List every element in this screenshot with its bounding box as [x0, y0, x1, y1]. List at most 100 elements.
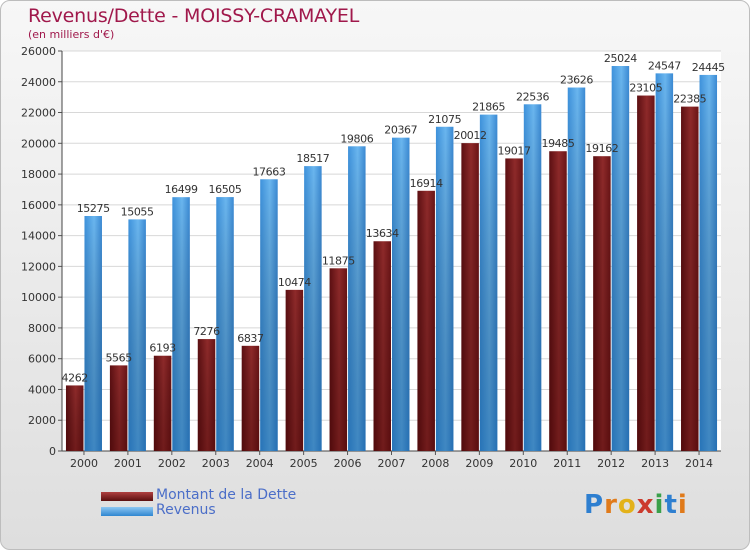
data-label-debt: 23105 [629, 82, 662, 95]
data-label-revenue: 22536 [516, 90, 549, 103]
bar-debt-shade [593, 156, 611, 451]
data-label-debt: 19017 [498, 144, 531, 157]
x-tick-label: 2008 [421, 457, 449, 470]
y-tick-label: 14000 [21, 230, 56, 243]
data-label-debt: 19162 [585, 142, 618, 155]
y-tick-label: 26000 [21, 45, 56, 58]
logo-letter: t [664, 490, 678, 520]
data-label-revenue: 21865 [472, 101, 505, 114]
x-tick-label: 2003 [202, 457, 230, 470]
bar-revenue-shade [567, 87, 586, 452]
data-label-debt: 11875 [322, 254, 355, 267]
data-label-debt: 7276 [193, 325, 220, 338]
y-tick-label: 12000 [21, 260, 56, 273]
bar-debt-shade [637, 95, 655, 452]
x-tick-label: 2001 [114, 457, 142, 470]
y-tick-label: 2000 [28, 414, 56, 427]
y-tick-label: 10000 [21, 291, 56, 304]
bar-revenue-shade [479, 114, 498, 451]
data-label-debt: 5565 [105, 351, 132, 364]
y-tick-label: 4000 [28, 383, 56, 396]
data-label-debt: 20012 [454, 129, 487, 142]
legend-label-debt: Montant de la Dette [156, 487, 297, 503]
data-label-revenue: 18517 [296, 152, 329, 165]
data-label-debt: 6193 [149, 342, 176, 355]
x-tick-label: 2012 [597, 457, 625, 470]
x-tick-label: 2000 [70, 457, 98, 470]
data-label-debt: 13634 [366, 227, 399, 240]
bar-debt-shade [65, 385, 84, 451]
bar-revenue-shade [216, 197, 234, 451]
data-label-debt: 19485 [541, 137, 574, 150]
x-tick-label: 2005 [290, 457, 318, 470]
bar-revenue-shade [128, 219, 146, 451]
x-tick-label: 2004 [246, 457, 274, 470]
y-tick-label: 22000 [21, 107, 56, 120]
bar-debt-shade [109, 365, 128, 451]
bar-debt-shade [241, 345, 260, 451]
x-tick-label: 2011 [553, 457, 581, 470]
data-label-revenue: 15275 [77, 202, 110, 215]
legend-label-revenue: Revenus [156, 502, 216, 518]
data-label-revenue: 24445 [692, 61, 725, 74]
y-tick-label: 6000 [28, 353, 56, 366]
bar-revenue-shade [392, 137, 410, 451]
bar-debt-shade [373, 241, 391, 451]
y-tick-label: 0 [49, 445, 56, 458]
logo-letter: r [604, 490, 618, 520]
data-label-debt: 6837 [237, 332, 264, 345]
x-tick-label: 2006 [334, 457, 362, 470]
bar-debt-shade [197, 339, 216, 451]
bar-revenue-shade [435, 126, 454, 452]
plot-area [62, 51, 721, 451]
bar-revenue-shade [304, 166, 322, 451]
logo-letter: P [584, 490, 605, 520]
y-tick-label: 20000 [21, 137, 56, 150]
y-tick-label: 24000 [21, 76, 56, 89]
bar-revenue-shade [348, 146, 366, 452]
chart-title: Revenus/Dette - MOISSY-CRAMAYEL [28, 5, 360, 27]
x-tick-label: 2014 [685, 457, 713, 470]
bar-debt-shade [417, 190, 435, 452]
bar-debt-shade [285, 289, 304, 451]
data-label-debt: 16914 [410, 177, 443, 190]
data-label-revenue: 16499 [165, 183, 198, 196]
legend-swatch-revenue [101, 507, 153, 516]
bar-debt-shade [681, 106, 699, 451]
bar-revenue-shade [523, 104, 542, 452]
x-tick-label: 2013 [641, 457, 669, 470]
legend-swatch-debt [101, 492, 153, 501]
data-label-revenue: 16505 [209, 183, 242, 196]
x-tick-label: 2010 [509, 457, 537, 470]
bar-revenue-shade [655, 73, 674, 451]
bar-revenue-shade [172, 197, 190, 451]
data-label-debt: 4262 [62, 371, 88, 384]
logo-letter: o [617, 490, 637, 520]
bar-revenue-shade [260, 179, 278, 451]
data-label-revenue: 15055 [121, 205, 154, 218]
logo-letter: i [677, 490, 688, 520]
data-label-revenue: 17663 [252, 165, 285, 178]
proxiti-logo: Proxiti [584, 490, 688, 520]
x-tick-label: 2002 [158, 457, 186, 470]
y-tick-label: 8000 [28, 322, 56, 335]
data-label-debt: 22385 [673, 93, 706, 106]
bar-debt-shade [505, 158, 523, 451]
bar-debt-shade [329, 268, 348, 451]
data-label-debt: 10474 [278, 276, 311, 289]
bar-revenue-shade [611, 66, 630, 451]
bar-revenue-shade [699, 74, 718, 451]
y-tick-label: 18000 [21, 168, 56, 181]
x-tick-label: 2007 [378, 457, 406, 470]
data-label-revenue: 25024 [604, 52, 637, 65]
chart-subtitle: (en milliers d'€) [28, 28, 115, 41]
bar-debt-shade [153, 355, 172, 451]
bar-revenue-shade [84, 216, 102, 451]
logo-letter: x [636, 490, 655, 520]
logo-letter: i [654, 490, 665, 520]
bar-debt-shade [549, 151, 567, 451]
data-label-revenue: 19806 [340, 132, 373, 145]
data-label-revenue: 23626 [560, 74, 593, 87]
